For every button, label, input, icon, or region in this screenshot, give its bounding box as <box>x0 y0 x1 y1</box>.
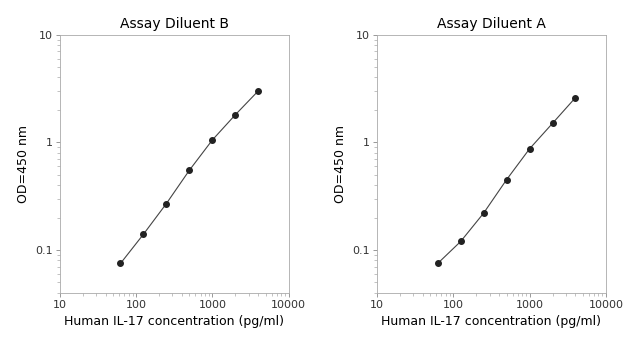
Title: Assay Diluent B: Assay Diluent B <box>120 17 228 31</box>
Title: Assay Diluent A: Assay Diluent A <box>437 17 546 31</box>
X-axis label: Human IL-17 concentration (pg/ml): Human IL-17 concentration (pg/ml) <box>381 315 602 328</box>
Y-axis label: OD=450 nm: OD=450 nm <box>17 125 29 203</box>
Y-axis label: OD=450 nm: OD=450 nm <box>334 125 347 203</box>
X-axis label: Human IL-17 concentration (pg/ml): Human IL-17 concentration (pg/ml) <box>64 315 284 328</box>
